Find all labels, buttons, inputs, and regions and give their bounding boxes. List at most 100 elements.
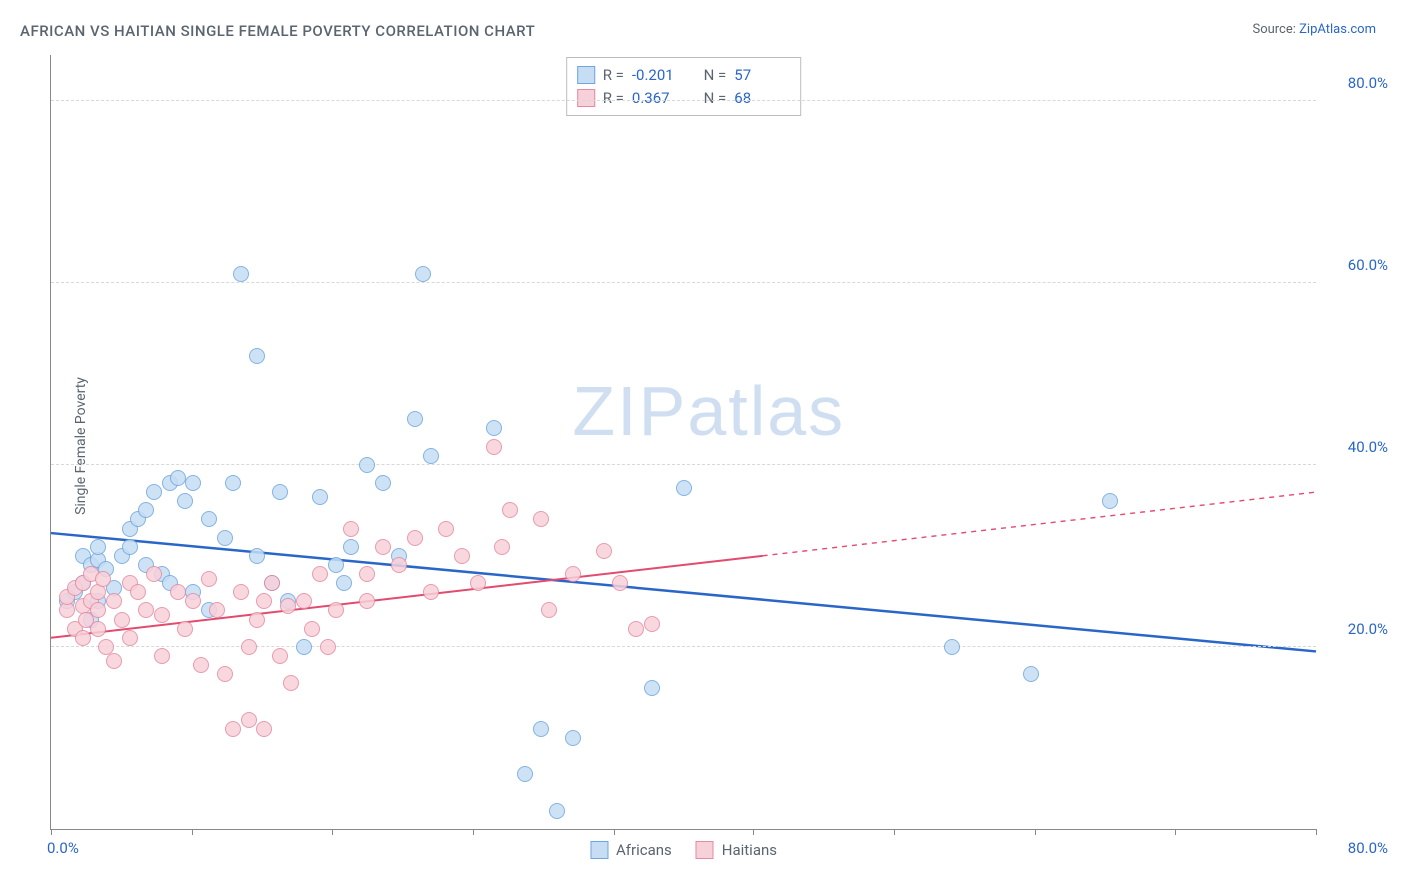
gridline — [51, 464, 1316, 465]
scatter-point — [359, 457, 375, 473]
scatter-point — [185, 475, 201, 491]
x-tick — [192, 829, 193, 835]
scatter-point — [185, 593, 201, 609]
scatter-point — [565, 730, 581, 746]
swatch-africans-bottom — [590, 841, 608, 859]
scatter-point — [249, 348, 265, 364]
scatter-point — [217, 530, 233, 546]
plot-area: ZIPatlas R = -0.201 N = 57 R = 0.367 N =… — [50, 55, 1316, 830]
scatter-point — [596, 543, 612, 559]
x-tick — [1175, 829, 1176, 835]
legend-series: Africans Haitians — [590, 841, 777, 859]
scatter-point — [90, 621, 106, 637]
scatter-point — [122, 539, 138, 555]
trend-lines — [51, 55, 1316, 829]
x-tick — [753, 829, 754, 835]
scatter-point — [676, 480, 692, 496]
scatter-point — [114, 612, 130, 628]
scatter-point — [225, 475, 241, 491]
scatter-point — [541, 602, 557, 618]
scatter-point — [241, 639, 257, 655]
scatter-point — [59, 602, 75, 618]
y-tick-label: 60.0% — [1348, 256, 1388, 274]
n-value-africans: 57 — [734, 64, 786, 87]
x-tick — [894, 829, 895, 835]
legend-stats-row-africans: R = -0.201 N = 57 — [577, 64, 787, 87]
x-tick — [473, 829, 474, 835]
scatter-point — [146, 484, 162, 500]
gridline — [51, 282, 1316, 283]
scatter-point — [343, 539, 359, 555]
n-label: N = — [704, 64, 727, 87]
legend-label-haitians: Haitians — [722, 841, 777, 859]
scatter-point — [359, 593, 375, 609]
scatter-point — [423, 448, 439, 464]
scatter-point — [130, 584, 146, 600]
x-tick — [1035, 829, 1036, 835]
r-value-africans: -0.201 — [632, 64, 684, 87]
scatter-point — [391, 557, 407, 573]
scatter-point — [1102, 493, 1118, 509]
scatter-point — [494, 539, 510, 555]
r-label: R = — [603, 64, 624, 87]
scatter-point — [225, 721, 241, 737]
scatter-point — [177, 493, 193, 509]
scatter-point — [122, 630, 138, 646]
scatter-point — [170, 470, 186, 486]
scatter-point — [95, 571, 111, 587]
r-label: R = — [603, 87, 624, 110]
scatter-point — [241, 712, 257, 728]
scatter-point — [209, 602, 225, 618]
swatch-haitians-bottom — [696, 841, 714, 859]
n-value-haitians: 68 — [734, 87, 786, 110]
scatter-point — [644, 680, 660, 696]
scatter-point — [1023, 666, 1039, 682]
scatter-point — [177, 621, 193, 637]
scatter-point — [201, 571, 217, 587]
scatter-point — [90, 539, 106, 555]
scatter-point — [75, 630, 91, 646]
legend-item-haitians: Haitians — [696, 841, 777, 859]
scatter-point — [565, 566, 581, 582]
scatter-point — [154, 648, 170, 664]
x-axis-start-label: 0.0% — [47, 839, 79, 857]
x-tick — [332, 829, 333, 835]
scatter-point — [138, 502, 154, 518]
scatter-point — [280, 598, 296, 614]
scatter-point — [312, 489, 328, 505]
scatter-point — [517, 766, 533, 782]
scatter-point — [454, 548, 470, 564]
scatter-point — [486, 439, 502, 455]
scatter-point — [264, 575, 280, 591]
gridline — [51, 100, 1316, 101]
scatter-point — [944, 639, 960, 655]
x-tick — [51, 829, 52, 835]
correlation-chart: AFRICAN VS HAITIAN SINGLE FEMALE POVERTY… — [0, 0, 1406, 892]
scatter-point — [201, 511, 217, 527]
scatter-point — [146, 566, 162, 582]
scatter-point — [90, 584, 106, 600]
scatter-point — [328, 602, 344, 618]
scatter-point — [336, 575, 352, 591]
x-axis-end-label: 80.0% — [1348, 839, 1388, 857]
scatter-point — [359, 566, 375, 582]
scatter-point — [375, 475, 391, 491]
scatter-point — [644, 616, 660, 632]
source-prefix: Source: — [1252, 22, 1299, 37]
source-link[interactable]: ZipAtlas.com — [1299, 22, 1376, 37]
scatter-point — [407, 530, 423, 546]
scatter-point — [628, 621, 644, 637]
x-tick — [1316, 829, 1317, 835]
legend-label-africans: Africans — [616, 841, 672, 859]
y-tick-label: 40.0% — [1348, 438, 1388, 456]
scatter-point — [415, 266, 431, 282]
scatter-point — [217, 666, 233, 682]
scatter-point — [296, 593, 312, 609]
scatter-point — [549, 803, 565, 819]
scatter-point — [233, 266, 249, 282]
trend-line-dashed — [763, 492, 1316, 556]
scatter-point — [138, 602, 154, 618]
scatter-point — [407, 411, 423, 427]
r-value-haitians: 0.367 — [632, 87, 684, 110]
scatter-point — [272, 484, 288, 500]
